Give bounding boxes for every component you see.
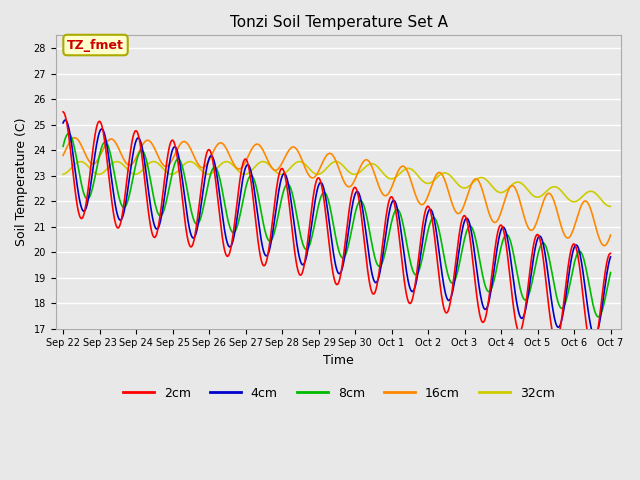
- X-axis label: Time: Time: [323, 354, 354, 367]
- Title: Tonzi Soil Temperature Set A: Tonzi Soil Temperature Set A: [230, 15, 447, 30]
- Y-axis label: Soil Temperature (C): Soil Temperature (C): [15, 118, 28, 246]
- Text: TZ_fmet: TZ_fmet: [67, 38, 124, 51]
- Legend: 2cm, 4cm, 8cm, 16cm, 32cm: 2cm, 4cm, 8cm, 16cm, 32cm: [118, 382, 560, 405]
